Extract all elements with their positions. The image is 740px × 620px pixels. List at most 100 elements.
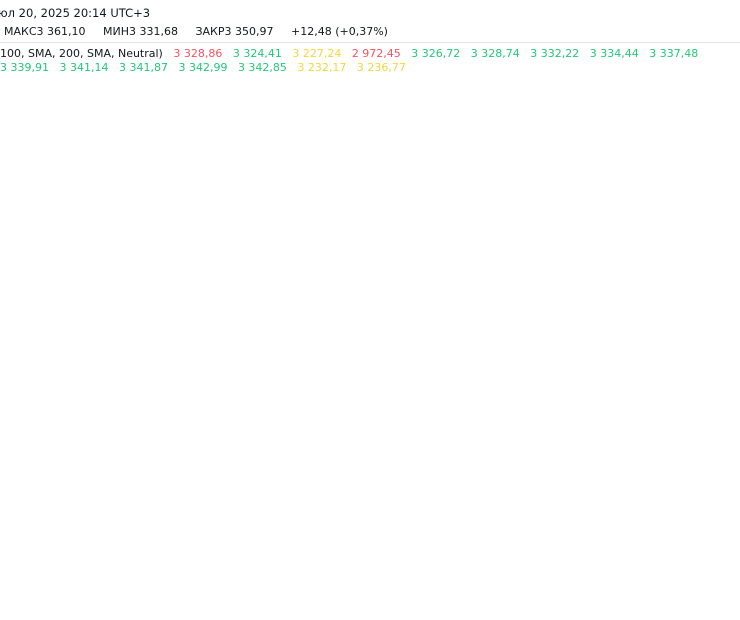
candle-body	[461, 153, 468, 171]
candle-body	[338, 140, 344, 161]
indicator-legend[interactable]: 100, SMA, 200, SMA, Neutral) 3 328,86 3 …	[0, 47, 740, 75]
volume-bar	[552, 373, 559, 415]
candle-body	[624, 149, 630, 159]
candle-body	[136, 314, 143, 330]
volume-bar	[682, 363, 689, 415]
indicator-value: 3 232,17	[297, 61, 347, 74]
volume-bar	[123, 375, 130, 415]
volume-bar	[715, 375, 721, 415]
volume-bar	[546, 377, 552, 415]
volume-bar	[162, 379, 169, 415]
candle-body	[455, 169, 461, 183]
candle-body	[728, 132, 734, 136]
candle-body	[630, 157, 637, 163]
volume-bar	[32, 380, 39, 415]
volume-bar	[598, 379, 604, 415]
candle-body	[409, 132, 416, 150]
volume-bar	[591, 383, 598, 415]
volume-bar	[455, 375, 461, 415]
candle-body	[377, 157, 383, 185]
volume-bar	[182, 365, 188, 415]
candle-body	[182, 277, 188, 283]
indicator-value: 3 341,87	[118, 61, 168, 74]
volume-bar	[110, 363, 117, 415]
candle-body	[676, 138, 682, 150]
volume-bar	[169, 371, 175, 415]
volume-bar	[13, 377, 19, 415]
candle-body	[344, 140, 351, 150]
candle-body	[500, 132, 507, 146]
volume-bar	[351, 377, 357, 415]
candle-body	[331, 112, 338, 161]
volume-bar	[130, 378, 136, 415]
volume-bar	[71, 374, 78, 415]
volume-bar	[695, 379, 702, 415]
sma-200-line	[269, 307, 740, 416]
candle-body	[715, 132, 721, 138]
support-zone	[268, 277, 740, 309]
candle-body	[422, 169, 429, 192]
volume-bar	[409, 363, 416, 415]
volume-bar	[370, 355, 377, 415]
volume-bar	[643, 379, 650, 415]
candle-body	[318, 103, 325, 121]
candle-body	[442, 194, 448, 202]
volume-bar	[39, 357, 45, 415]
candle-body	[357, 136, 364, 154]
volume-bar	[104, 369, 110, 415]
volume-bar	[507, 382, 513, 415]
candle-body	[611, 145, 617, 154]
ohlc-close: ЗАКР3 350,97	[195, 25, 274, 38]
volume-bar	[617, 377, 624, 415]
candle-body	[162, 283, 169, 297]
candle-body	[208, 269, 214, 276]
candle-body	[598, 132, 604, 138]
volume-bar	[45, 385, 52, 415]
volume-bar	[578, 375, 585, 415]
indicator-value: 3 332,22	[530, 47, 580, 60]
volume-bar	[702, 382, 708, 415]
candle-body	[84, 331, 91, 340]
candle-body	[448, 182, 455, 202]
volume-bar	[721, 370, 728, 415]
candle-body	[156, 293, 162, 297]
volume-bar	[708, 387, 715, 415]
candle-body	[721, 134, 728, 138]
candle-body	[539, 140, 546, 150]
volume-bar	[728, 385, 734, 415]
volume-bar	[383, 365, 390, 415]
candle-body	[19, 316, 26, 328]
candle-body	[572, 99, 578, 115]
sma-fast-line	[2, 122, 732, 334]
watermark-logo-suffix: .c	[662, 324, 732, 389]
volume-bar	[325, 353, 331, 415]
volume-bar	[19, 363, 26, 415]
volume-bar	[676, 385, 682, 415]
indicator-value: 3 227,24	[292, 47, 342, 60]
indicator-value: 3 342,99	[178, 61, 228, 74]
candle-body	[507, 132, 513, 150]
indicator-value: 3 324,41	[232, 47, 282, 60]
indicator-value: 3 337,48	[649, 47, 699, 60]
volume-bar	[260, 341, 266, 415]
candle-body	[370, 165, 377, 185]
candle-body	[188, 273, 195, 283]
candle-body	[708, 132, 715, 144]
indicator-value: 3 334,44	[589, 47, 639, 60]
candle-body	[650, 153, 656, 165]
volume-bar	[611, 381, 617, 415]
volume-bar	[65, 365, 71, 415]
volume-bar	[650, 375, 656, 415]
candle-body	[364, 153, 370, 167]
candle-body	[6, 322, 13, 332]
candle-body	[533, 128, 539, 142]
candle-body	[520, 118, 526, 138]
x-tick-label: Апр	[224, 577, 245, 589]
candle-body	[221, 252, 227, 262]
candle-body	[292, 174, 299, 192]
candle-body	[299, 157, 305, 175]
volume-bar	[494, 368, 500, 415]
volume-bar	[539, 381, 546, 415]
candle-body	[643, 163, 650, 171]
